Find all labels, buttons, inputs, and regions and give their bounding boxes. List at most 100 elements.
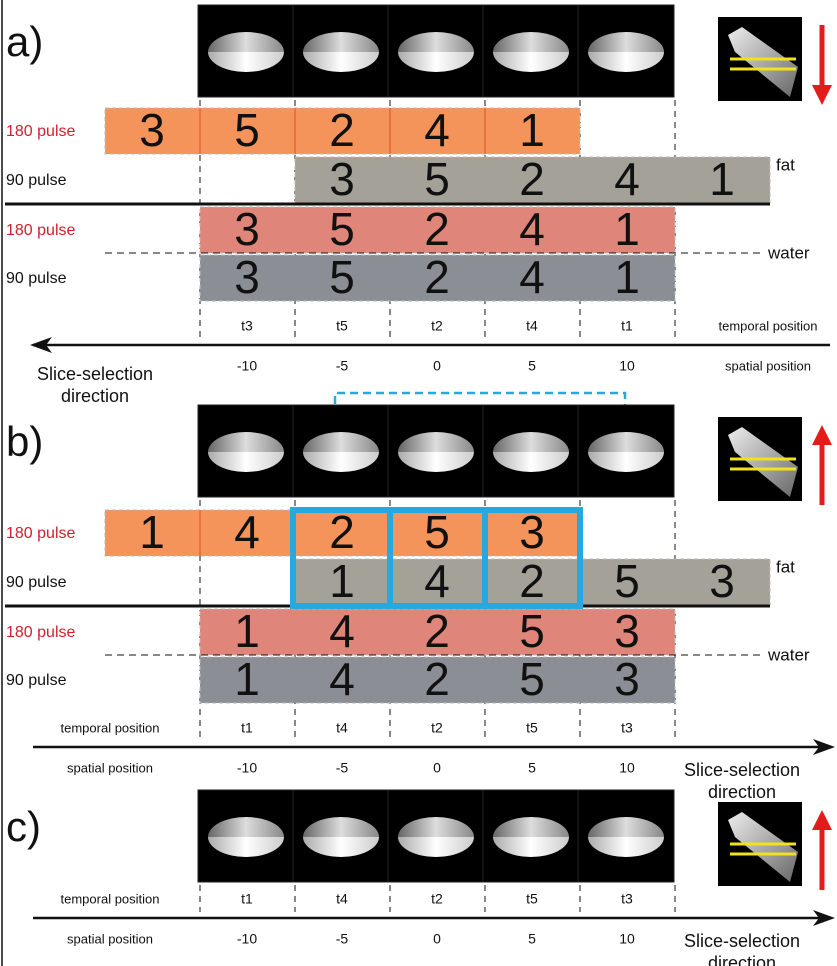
slice-number: 4 [329,653,355,705]
temporal-value: t2 [431,891,443,907]
slice-number: 5 [424,153,450,205]
spatial-value: 0 [433,358,441,374]
pulse-label: 90 pulse [6,172,67,189]
slice-number: 1 [709,153,735,205]
spatial-value: -5 [336,358,349,374]
slice-number: 1 [519,104,545,156]
water-label: water [767,645,810,664]
spatial-value: -10 [237,931,257,947]
slice-number: 4 [614,153,640,205]
slice-number: 4 [424,104,450,156]
slice-number: 3 [614,605,640,657]
spatial-value: 10 [619,931,635,947]
slice-number: 1 [614,251,640,303]
slice-number: 3 [519,506,545,558]
spatial-label: spatial position [67,760,153,775]
temporal-value: t4 [526,318,538,334]
slice-number: 3 [234,203,260,255]
slice-number: 1 [234,605,260,657]
direction-label: direction [708,782,776,802]
spatial-value: 5 [528,358,536,374]
direction-arrow-head [812,85,832,105]
slice-number: 5 [234,104,260,156]
direction-label: Slice-selection [684,931,800,951]
temporal-value: t5 [336,318,348,334]
slice-number: 4 [519,203,545,255]
direction-label: Slice-selection [37,364,153,384]
spatial-value: 0 [433,931,441,947]
slice-number: 5 [519,605,545,657]
slice-number: 1 [139,506,165,558]
slice-number: 2 [329,506,355,558]
slice-number: 3 [709,555,735,607]
panel-label: c) [6,803,41,850]
temporal-value: t3 [241,318,253,334]
pulse-label: 90 pulse [6,574,67,591]
panel-label: b) [6,418,43,465]
temporal-value: t3 [621,720,633,736]
slice-number: 5 [329,203,355,255]
temporal-value: t5 [526,720,538,736]
temporal-value: t4 [336,720,348,736]
temporal-value: t3 [621,891,633,907]
temporal-value: t2 [431,720,443,736]
slice-number: 1 [329,555,355,607]
slice-number: 2 [424,203,450,255]
slice-number: 3 [139,104,165,156]
direction-arrow-head [812,425,832,445]
slice-number: 4 [234,506,260,558]
slice-number: 2 [329,104,355,156]
pulse-label: 90 pulse [6,672,67,689]
pulse-label: 180 pulse [6,525,75,542]
pulse-label: 180 pulse [6,222,75,239]
spatial-value: 0 [433,760,441,776]
direction-label: Slice-selection [684,760,800,780]
slice-number: 4 [424,555,450,607]
direction-arrow-head [812,810,832,830]
spatial-label: spatial position [725,358,811,373]
temporal-value: t1 [241,891,253,907]
temporal-label: temporal position [719,318,818,333]
temporal-label: temporal position [61,891,160,906]
spatial-value: -5 [336,931,349,947]
spatial-value: -5 [336,760,349,776]
fat-label: fat [776,557,795,576]
slice-number: 5 [519,653,545,705]
temporal-value: t1 [241,720,253,736]
slice-number: 3 [614,653,640,705]
spatial-value: 10 [619,358,635,374]
slice-number: 5 [329,251,355,303]
slice-number: 1 [614,203,640,255]
slice-number: 5 [614,555,640,607]
pulse-label: 90 pulse [6,270,67,287]
page: a)180 pulse3524190 pulse35241180 pulse35… [0,0,837,966]
spatial-value: -10 [237,760,257,776]
slice-number: 2 [519,153,545,205]
slice-number: 1 [234,653,260,705]
pulse-label: 180 pulse [6,624,75,641]
temporal-value: t5 [526,891,538,907]
temporal-value: t2 [431,318,443,334]
direction-label: direction [61,386,129,406]
slice-number: 2 [424,251,450,303]
pulse-label: 180 pulse [6,123,75,140]
spatial-value: 5 [528,760,536,776]
slice-number: 2 [519,555,545,607]
spatial-label: spatial position [67,931,153,946]
spatial-value: -10 [237,358,257,374]
temporal-label: temporal position [61,720,160,735]
slice-number: 4 [329,605,355,657]
temporal-value: t4 [336,891,348,907]
slice-number: 5 [424,506,450,558]
temporal-value: t1 [621,318,633,334]
water-label: water [767,243,810,262]
slice-number: 3 [329,153,355,205]
slice-number: 2 [424,653,450,705]
figure: a)180 pulse3524190 pulse35241180 pulse35… [0,0,837,966]
fat-label: fat [776,155,795,174]
slice-number: 4 [519,251,545,303]
spatial-value: 10 [619,760,635,776]
spatial-value: 5 [528,931,536,947]
panel-label: a) [6,18,43,65]
slice-number: 2 [424,605,450,657]
